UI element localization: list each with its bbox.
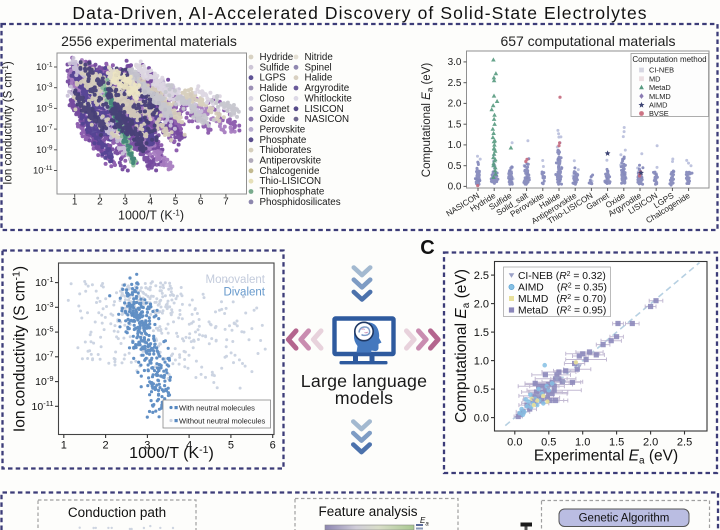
svg-text:2556 experimental materials: 2556 experimental materials (61, 33, 237, 49)
svg-text:Spinel: Spinel (305, 62, 332, 73)
svg-text:10-11: 10-11 (33, 165, 53, 177)
svg-text:Oxide: Oxide (260, 114, 286, 125)
svg-text:2: 2 (97, 197, 103, 208)
svg-text:Phosphate: Phosphate (260, 135, 307, 146)
svg-text:6: 6 (270, 440, 276, 452)
svg-text:Whitlockite: Whitlockite (305, 93, 353, 104)
svg-text:3: 3 (144, 440, 150, 452)
svg-text:Antiperovskite: Antiperovskite (260, 156, 322, 167)
svg-text:10-7: 10-7 (36, 124, 53, 136)
svg-text:Computational Ea (eV): Computational Ea (eV) (453, 269, 472, 423)
svg-text:6: 6 (198, 197, 204, 208)
svg-text:1.5: 1.5 (609, 437, 624, 449)
svg-text:2.0: 2.0 (643, 437, 658, 449)
svg-text:1: 1 (72, 197, 78, 208)
svg-text:Feature analysis: Feature analysis (318, 504, 417, 519)
svg-text:MetaD (R2 = 0.95): MetaD (R2 = 0.95) (518, 306, 606, 317)
svg-text:Closo: Closo (260, 93, 286, 104)
svg-text:MLMD (R2 = 0.70): MLMD (R2 = 0.70) (518, 294, 606, 305)
svg-text:LGPS: LGPS (260, 73, 287, 84)
svg-text:AIMD: AIMD (649, 101, 667, 110)
svg-text:Computational Ea (eV): Computational Ea (eV) (421, 63, 435, 178)
svg-text:3: 3 (122, 197, 128, 208)
svg-text:2: 2 (103, 440, 109, 452)
svg-text:Thiophosphate: Thiophosphate (260, 187, 325, 198)
svg-text:1000/T (K-1): 1000/T (K-1) (118, 209, 184, 223)
svg-text:Perovskite: Perovskite (260, 124, 306, 135)
svg-text:MD: MD (649, 74, 661, 83)
svg-text:2.0: 2.0 (474, 298, 489, 310)
svg-text:Computation method: Computation method (632, 55, 706, 64)
svg-text:0.0: 0.0 (448, 182, 462, 193)
svg-text:2.5: 2.5 (474, 270, 489, 282)
svg-text:657 computational materials: 657 computational materials (500, 33, 675, 49)
svg-text:BVSE: BVSE (649, 109, 669, 118)
svg-text:Genetic Algorithm: Genetic Algorithm (579, 513, 670, 525)
svg-text:Phosphidosilicates: Phosphidosilicates (260, 197, 341, 208)
svg-text:Ion conductivity (S cm-1): Ion conductivity (S cm-1) (11, 266, 29, 432)
svg-text:Hydride: Hydride (260, 52, 294, 63)
svg-text:Nitride: Nitride (305, 52, 334, 63)
svg-text:C: C (420, 237, 434, 259)
svg-text:0.5: 0.5 (541, 437, 556, 449)
svg-text:Ion conductivity (S cm-1): Ion conductivity (S cm-1) (1, 61, 15, 185)
svg-text:Data-Driven, AI-Accelerated Di: Data-Driven, AI-Accelerated Discovery of… (72, 3, 647, 23)
svg-text:10-1: 10-1 (36, 62, 53, 74)
svg-text:5: 5 (228, 440, 234, 452)
svg-text:Sulfide: Sulfide (260, 62, 291, 73)
svg-text:Without neutral molecules: Without neutral molecules (179, 416, 266, 425)
svg-text:1000/T (K-1): 1000/T (K-1) (129, 444, 214, 462)
svg-text:MLMD: MLMD (649, 92, 671, 101)
svg-text:Thio-LISICON: Thio-LISICON (260, 176, 322, 187)
svg-text:Experimental Ea (eV): Experimental Ea (eV) (534, 448, 678, 467)
svg-text:10-9: 10-9 (36, 144, 53, 156)
svg-text:5: 5 (173, 197, 179, 208)
svg-text:0.5: 0.5 (448, 161, 462, 172)
svg-text:3.0: 3.0 (448, 57, 462, 68)
svg-text:0.5: 0.5 (474, 384, 489, 396)
svg-text:CI-NEB (R2 = 0.32): CI-NEB (R2 = 0.32) (518, 271, 606, 282)
svg-text:2.5: 2.5 (677, 437, 692, 449)
svg-text:Large language: Large language (301, 371, 427, 391)
svg-text:1.5: 1.5 (474, 327, 489, 339)
svg-text:LISICON: LISICON (305, 104, 344, 115)
svg-text:1.0: 1.0 (474, 355, 489, 367)
svg-text:10-5: 10-5 (36, 103, 53, 115)
svg-text:7: 7 (223, 197, 229, 208)
svg-text:Halide: Halide (305, 73, 333, 84)
svg-text:Argyrodite: Argyrodite (305, 83, 350, 94)
svg-text:2.5: 2.5 (448, 78, 462, 89)
svg-text:Thioborates: Thioborates (260, 145, 312, 156)
svg-text:10-9: 10-9 (35, 374, 53, 388)
svg-text:4: 4 (186, 440, 192, 452)
svg-text:4: 4 (148, 197, 154, 208)
svg-text:1: 1 (61, 440, 67, 452)
svg-text:1.0: 1.0 (448, 140, 462, 151)
svg-text:Garnet: Garnet (260, 104, 290, 115)
svg-text:10-3: 10-3 (36, 82, 53, 94)
svg-text:With neutral molecules: With neutral molecules (179, 403, 255, 412)
svg-text:0.0: 0.0 (507, 437, 522, 449)
svg-text:10-11: 10-11 (32, 399, 54, 413)
svg-text:Ea: Ea (420, 516, 429, 528)
svg-text:CI-NEB: CI-NEB (649, 66, 674, 75)
svg-text:10-7: 10-7 (35, 349, 53, 363)
svg-text:Halide: Halide (260, 83, 288, 94)
svg-text:MetaD: MetaD (649, 83, 671, 92)
svg-text:Chalcogenide: Chalcogenide (260, 166, 320, 177)
svg-text:10-1: 10-1 (35, 275, 53, 289)
svg-text:1.5: 1.5 (448, 119, 462, 130)
svg-text:models: models (335, 388, 394, 408)
svg-text:AIMD (R2 = 0.35): AIMD (R2 = 0.35) (518, 283, 607, 294)
svg-text:2.0: 2.0 (448, 99, 462, 110)
svg-text:1.0: 1.0 (575, 437, 590, 449)
svg-text:0.0: 0.0 (474, 412, 489, 424)
svg-text:Monovalent: Monovalent (206, 274, 266, 286)
svg-text:NASICON: NASICON (305, 114, 350, 125)
svg-text:Divalent: Divalent (223, 287, 265, 299)
svg-text:10-3: 10-3 (35, 300, 53, 314)
svg-text:10-5: 10-5 (35, 325, 53, 339)
svg-text:Conduction path: Conduction path (68, 505, 166, 520)
